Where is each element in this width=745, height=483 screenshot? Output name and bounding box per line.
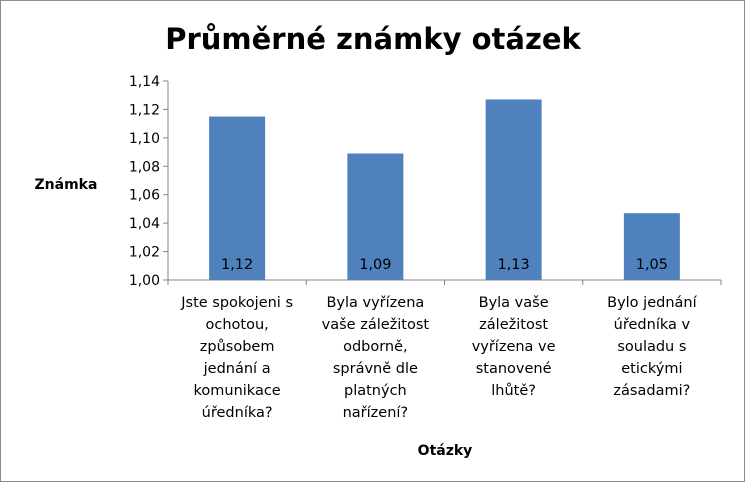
category-label: Byla vyřízena vaše záležitost odborně, sprá… bbox=[322, 295, 430, 421]
y-tick-label: 1,08 bbox=[129, 159, 160, 175]
data-label: 1,13 bbox=[497, 257, 529, 273]
y-tick-label: 1,06 bbox=[129, 188, 160, 204]
bar bbox=[485, 99, 542, 280]
bar bbox=[347, 153, 404, 280]
y-tick-label: 1,04 bbox=[129, 216, 160, 232]
y-tick-label: 1,12 bbox=[129, 102, 160, 118]
bar bbox=[623, 213, 680, 280]
chart-title: Průměrné známky otázek bbox=[165, 22, 581, 56]
data-label: 1,09 bbox=[359, 257, 391, 273]
y-tick-label: 1,00 bbox=[129, 273, 160, 289]
category-label: Bylo jednání úředníka v souladu s etickými z… bbox=[607, 295, 697, 399]
x-axis-title: Otázky bbox=[418, 443, 473, 459]
data-label: 1,05 bbox=[636, 257, 668, 273]
y-tick-label: 1,02 bbox=[129, 245, 160, 261]
y-axis-title: Známka bbox=[35, 177, 98, 193]
category-label: Jste spokojeni s ochotou, způsobem jednání … bbox=[180, 295, 293, 421]
bar bbox=[209, 116, 266, 281]
data-label: 1,12 bbox=[221, 257, 253, 273]
y-tick-label: 1,10 bbox=[129, 131, 160, 147]
y-tick-label: 1,14 bbox=[129, 74, 160, 90]
category-label: Byla vaše záležitost vyřízena ve stanovené l… bbox=[472, 295, 556, 399]
